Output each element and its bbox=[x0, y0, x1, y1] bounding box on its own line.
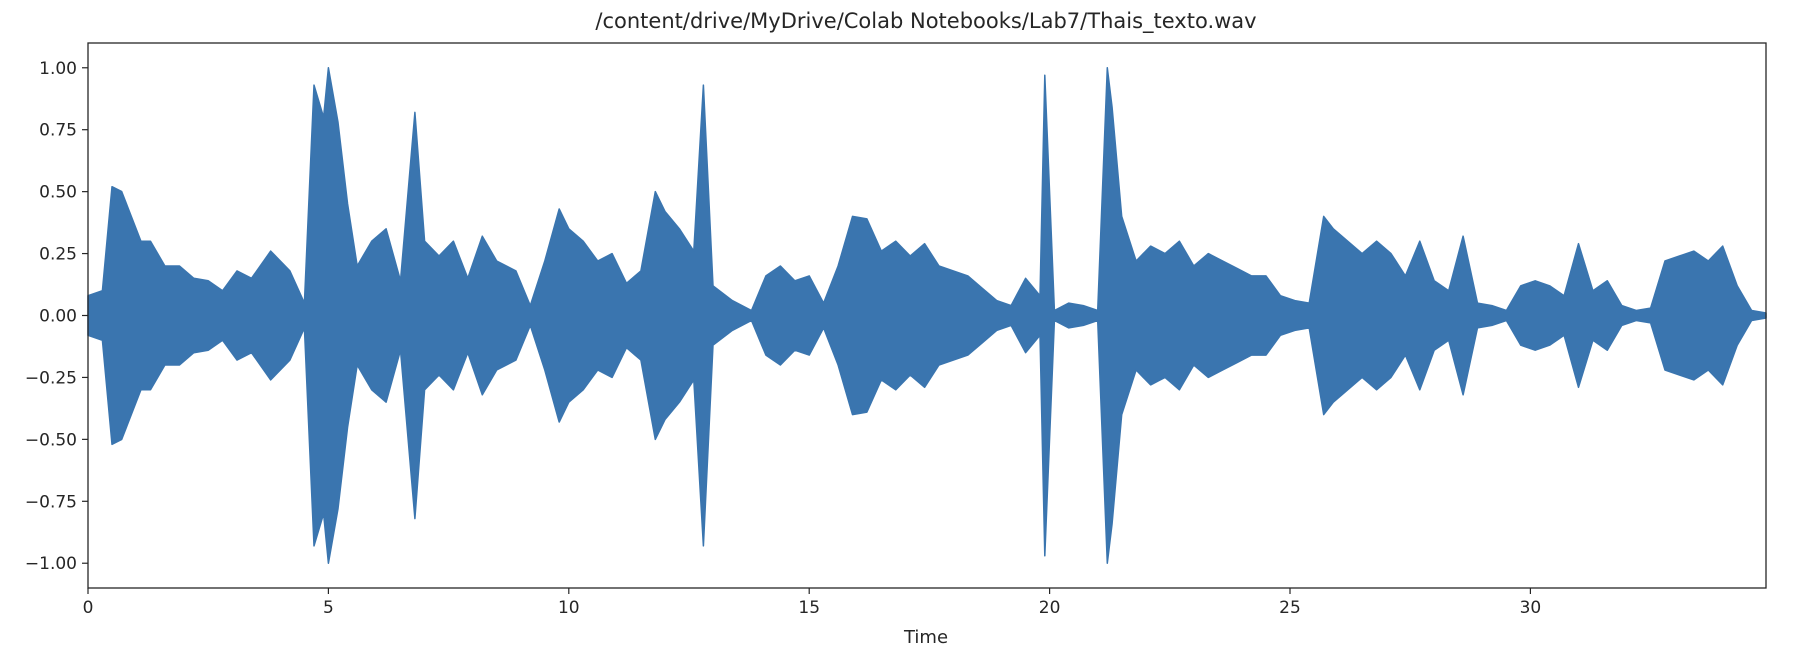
plot-area bbox=[87, 67, 1767, 564]
y-tick-label: 0.50 bbox=[39, 183, 77, 203]
x-tick-label: 15 bbox=[798, 598, 820, 618]
y-axis: 1.00 0.75 0.50 0.25 0.00 −0.25 −0.50 −0.75 −1.00 bbox=[25, 59, 88, 574]
y-tick-label: 1.00 bbox=[39, 59, 77, 79]
x-tick-label: 10 bbox=[558, 598, 580, 618]
y-tick-label: −0.75 bbox=[25, 492, 77, 512]
y-tick-label: −0.25 bbox=[25, 368, 77, 388]
x-tick-label: 25 bbox=[1279, 598, 1301, 618]
x-tick-label: 20 bbox=[1039, 598, 1061, 618]
y-tick-label: 0.25 bbox=[39, 245, 77, 265]
x-tick-label: 0 bbox=[83, 598, 94, 618]
x-axis: 0 5 10 15 20 25 30 bbox=[83, 588, 1542, 618]
y-tick-label: 0.00 bbox=[39, 307, 77, 327]
x-tick-label: 30 bbox=[1520, 598, 1542, 618]
chart-title: /content/drive/MyDrive/Colab Notebooks/L… bbox=[595, 9, 1256, 34]
x-tick-label: 5 bbox=[323, 598, 334, 618]
x-axis-label: Time bbox=[903, 627, 948, 648]
y-tick-label: 0.75 bbox=[39, 121, 77, 141]
y-tick-label: −1.00 bbox=[25, 554, 77, 574]
y-tick-label: −0.50 bbox=[25, 430, 77, 450]
